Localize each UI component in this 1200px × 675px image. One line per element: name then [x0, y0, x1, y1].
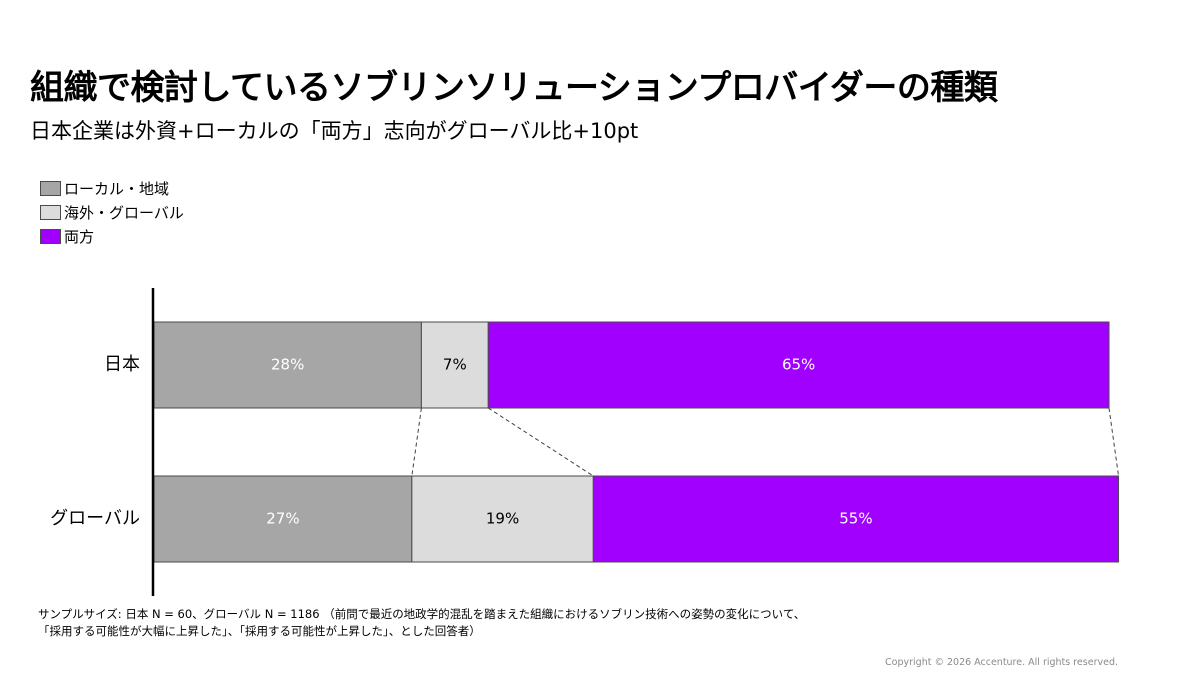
legend-label-overseas: 海外・グローバル: [64, 203, 184, 222]
data-label: 27%: [266, 510, 299, 528]
category-label: 日本: [104, 354, 140, 375]
legend-item-local: ローカル・地域: [40, 176, 184, 200]
legend-swatch-both: [40, 228, 61, 244]
legend-label-both: 両方: [64, 227, 95, 246]
page-title: 組織で検討しているソブリンソリューションプロバイダーの種類: [30, 68, 998, 108]
data-label: 55%: [839, 510, 872, 528]
copyright: Copyright © 2026 Accenture. All rights r…: [885, 657, 1118, 668]
legend-swatch-local: [40, 180, 61, 196]
bar-local: [153, 321, 422, 409]
data-label: 7%: [443, 356, 467, 374]
footnote-line-1: サンプルサイズ: 日本 N = 60、グローバル N = 1186 （前問で最近…: [38, 607, 806, 621]
legend-item-overseas: 海外・グローバル: [40, 200, 184, 224]
data-label: 65%: [782, 356, 815, 374]
chart-legend: ローカル・地域 海外・グローバル 両方: [40, 176, 184, 248]
connector-line: [411, 407, 422, 477]
bar-local: [153, 475, 413, 563]
footnote-line-2: 「採用する可能性が大幅に上昇した」、「採用する可能性が上昇した」、とした回答者）: [38, 624, 481, 638]
bar-both: [592, 475, 1120, 563]
data-label: 28%: [271, 356, 304, 374]
legend-item-both: 両方: [40, 224, 184, 248]
data-label: 19%: [486, 510, 519, 528]
page-subtitle: 日本企業は外資+ローカルの「両方」志向がグローバル比+10pt: [30, 119, 639, 143]
bar-both: [487, 321, 1110, 409]
bar-overseas: [411, 475, 594, 563]
footnote: サンプルサイズ: 日本 N = 60、グローバル N = 1186 （前問で最近…: [38, 606, 805, 640]
legend-label-local: ローカル・地域: [64, 179, 170, 198]
connector-line: [1108, 407, 1120, 477]
connector-line: [487, 407, 594, 477]
category-label: グローバル: [50, 508, 140, 529]
bar-overseas: [420, 321, 489, 409]
legend-swatch-overseas: [40, 204, 61, 220]
